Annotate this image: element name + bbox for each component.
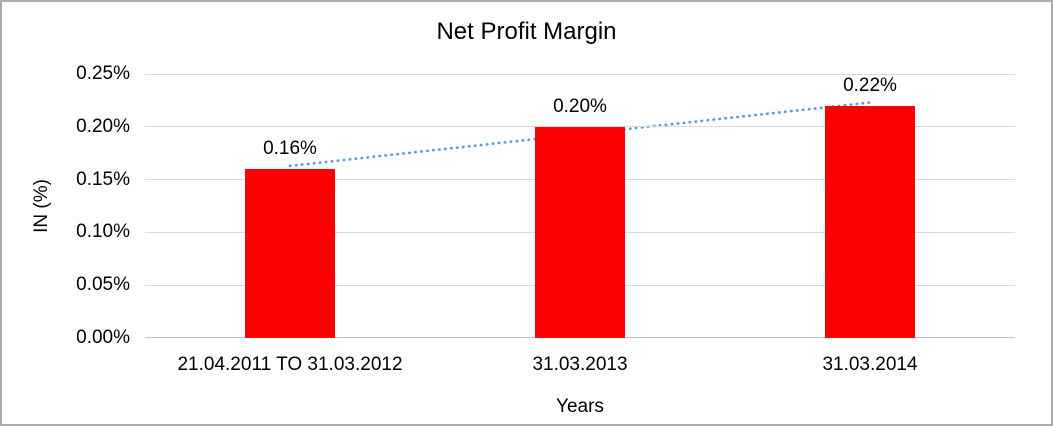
x-axis-title: Years <box>556 396 604 417</box>
chart-title: Net Profit Margin <box>436 18 617 45</box>
bar-data-label: 0.22% <box>843 74 897 96</box>
bar-data-label: 0.16% <box>263 138 317 160</box>
y-tick-label: 0.10% <box>76 221 130 243</box>
trendline <box>288 101 872 168</box>
bar <box>245 169 335 338</box>
gridline <box>145 73 1015 75</box>
plot-area: 0.16% 0.20% 0.22% <box>145 73 1015 338</box>
y-tick-label: 0.00% <box>76 327 130 348</box>
x-category-label: 31.03.2013 <box>532 354 628 375</box>
y-tick-label: 0.25% <box>76 63 130 84</box>
x-category-label: 31.03.2014 <box>822 354 918 375</box>
bar-data-label: 0.20% <box>553 95 607 117</box>
y-tick-label: 0.05% <box>76 274 130 296</box>
x-category-label: 21.04.2011 TO 31.03.2012 <box>177 354 403 375</box>
y-tick-label: 0.20% <box>76 115 130 137</box>
bar <box>535 126 625 338</box>
trendline-dotted-line <box>288 101 872 168</box>
gridline <box>145 126 1015 128</box>
bar <box>825 105 915 338</box>
y-tick-label: 0.15% <box>76 168 130 190</box>
